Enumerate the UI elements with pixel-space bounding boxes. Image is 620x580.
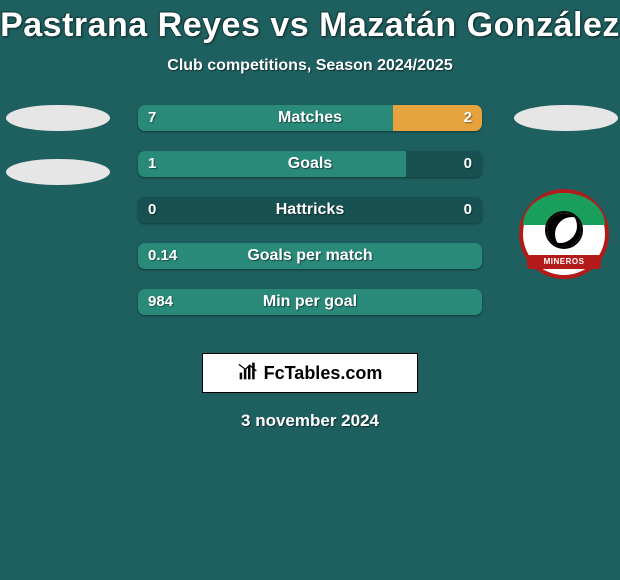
watermark-text: FcTables.com <box>264 363 383 384</box>
player-badge-left <box>6 105 106 205</box>
club-logo-text: MINEROS <box>527 255 601 269</box>
watermark: FcTables.com <box>202 353 418 393</box>
club-logo-mineros: MINEROS <box>519 189 609 279</box>
stat-row: Goals1 0 <box>138 151 482 177</box>
page-title: Pastrana Reyes vs Mazatán González <box>0 6 620 45</box>
stat-value-right: 2 <box>464 105 472 131</box>
placeholder-oval <box>6 105 110 131</box>
stat-value-left: 1 <box>148 151 156 177</box>
player-badge-right: MINEROS <box>514 105 614 205</box>
stat-value-left: 0.14 <box>148 243 177 269</box>
bar-chart-icon <box>238 361 258 386</box>
stat-row: Goals per match0.14 <box>138 243 482 269</box>
page-subtitle: Club competitions, Season 2024/2025 <box>0 57 620 75</box>
stat-row: Min per goal984 <box>138 289 482 315</box>
stat-value-left: 7 <box>148 105 156 131</box>
footer-date: 3 november 2024 <box>0 411 620 431</box>
stat-value-left: 0 <box>148 197 156 223</box>
stat-label: Goals per match <box>138 243 482 269</box>
placeholder-ovals-left <box>6 105 106 185</box>
stat-row: Hattricks0 0 <box>138 197 482 223</box>
stat-label: Min per goal <box>138 289 482 315</box>
placeholder-ovals-right <box>514 105 614 131</box>
stat-label: Matches <box>138 105 482 131</box>
stat-value-left: 984 <box>148 289 173 315</box>
stat-label: Goals <box>138 151 482 177</box>
stat-row: Matches7 2 <box>138 105 482 131</box>
stat-label: Hattricks <box>138 197 482 223</box>
placeholder-oval <box>6 159 110 185</box>
comparison-chart: MINEROS Matches72Goals10Hattricks00Goals… <box>0 105 620 345</box>
stat-bars: Matches72Goals10Hattricks00Goals per mat… <box>138 105 482 335</box>
placeholder-oval <box>514 105 618 131</box>
stat-value-right: 0 <box>464 151 472 177</box>
soccer-ball-icon <box>545 211 583 249</box>
stat-value-right: 0 <box>464 197 472 223</box>
